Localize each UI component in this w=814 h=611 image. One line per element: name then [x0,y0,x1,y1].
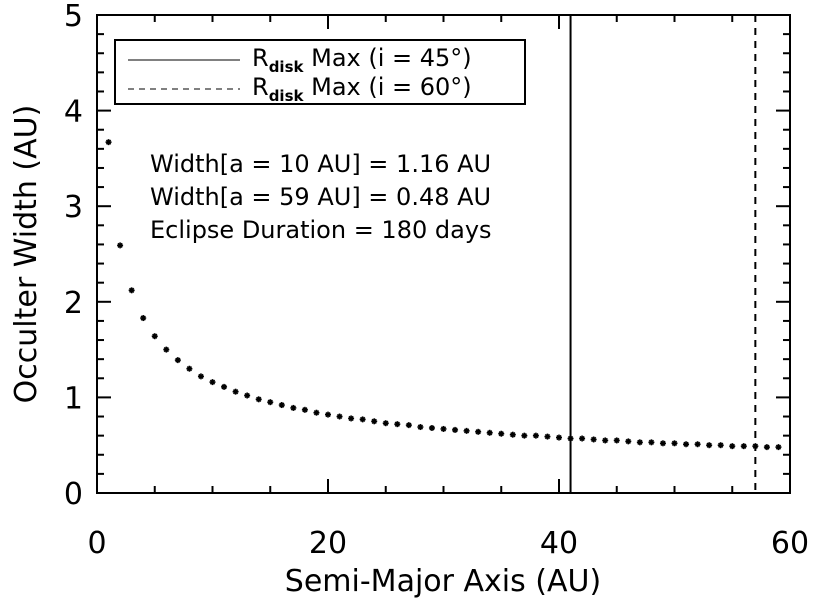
data-point [267,399,274,406]
data-point [706,442,713,449]
data-series [105,139,782,451]
data-point [105,139,112,146]
data-point [290,404,297,411]
data-point [486,429,493,436]
data-point [567,435,574,442]
data-point [740,443,747,450]
data-point [556,434,562,441]
data-point [590,436,597,443]
data-point [232,388,239,395]
data-point [475,428,482,435]
y-tick-label: 5 [64,0,83,34]
data-point [382,420,389,427]
data-point [625,438,632,445]
x-tick-label: 0 [87,526,106,561]
data-point [359,416,366,423]
data-point [394,421,401,428]
data-point [255,396,262,403]
data-point [348,415,355,422]
data-point [301,406,308,413]
data-point [325,411,331,418]
annotation-width-10: Width[a = 10 AU] = 1.16 AU [150,150,491,178]
data-point [752,443,759,450]
x-axis-ticks: 0 20 40 60 [87,15,809,561]
data-point [209,379,216,386]
data-point [602,437,609,444]
data-point [278,402,285,409]
data-point [659,440,666,447]
data-point [579,435,586,442]
data-point [544,433,551,440]
data-point [244,392,251,399]
data-point [221,383,228,390]
x-tick-label: 20 [309,526,347,561]
legend-label-1: Rdisk Max (i = 45°) [252,44,472,76]
y-tick-label: 2 [64,286,83,321]
data-point [417,424,424,431]
legend: Rdisk Max (i = 45°) Rdisk Max (i = 60°) [114,39,526,105]
data-point [336,413,343,420]
reference-lines [569,15,757,493]
y-tick-label: 1 [64,381,83,416]
annotation-eclipse-duration: Eclipse Duration = 180 days [150,216,492,244]
data-point [186,365,193,372]
data-point [452,426,459,433]
data-point [648,439,655,446]
annotation-width-59: Width[a = 59 AU] = 0.48 AU [150,183,491,211]
y-axis-title: Occulter Width (AU) [9,105,44,404]
data-point [509,431,516,438]
x-tick-label: 60 [771,526,809,561]
data-point [313,409,320,416]
y-axis-ticks: 0 1 2 3 4 5 [64,0,790,512]
x-tick-label: 40 [540,526,578,561]
data-point [683,441,690,448]
x-axis-title: Semi-Major Axis (AU) [285,564,601,599]
y-tick-label: 0 [64,477,83,512]
data-point [405,422,412,429]
data-point [775,444,782,451]
data-point [128,287,135,294]
data-point [371,418,378,425]
data-point [613,437,620,444]
data-point [636,439,643,446]
data-point [532,432,539,439]
data-point [428,424,435,431]
data-point [440,425,447,432]
y-tick-label: 3 [64,190,83,225]
y-tick-label: 4 [64,95,83,130]
data-point [463,427,470,434]
data-point [671,440,678,447]
data-point [521,432,528,439]
legend-label-2: Rdisk Max (i = 60°) [252,73,472,105]
data-point [694,441,701,448]
data-point [140,315,147,322]
data-point [197,373,204,380]
data-point [717,442,724,449]
data-point [729,443,736,450]
data-point [163,346,170,353]
data-point [117,242,124,249]
data-point [174,357,181,364]
data-point [763,444,770,451]
data-point [151,333,158,340]
legend-box [114,39,526,105]
data-point [498,430,505,437]
